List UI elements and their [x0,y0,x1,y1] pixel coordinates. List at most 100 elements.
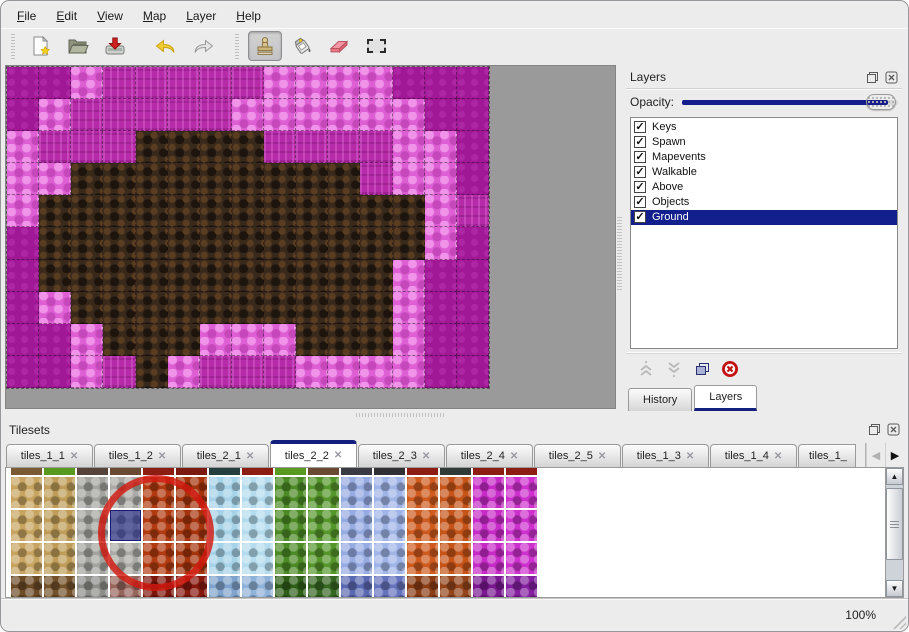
opacity-slider[interactable] [682,93,898,110]
tab-close-icon[interactable]: ✕ [157,450,167,462]
map-tile[interactable] [456,67,489,100]
map-tile[interactable] [392,323,425,356]
tileset-tile[interactable] [176,510,207,541]
layer-row-above[interactable]: ✓ Above [631,180,897,195]
map-tile[interactable] [296,195,329,228]
map-tile[interactable] [231,259,265,292]
tileset-tile[interactable] [407,510,438,541]
map-tile[interactable] [71,355,104,388]
tileset-tile[interactable] [506,576,537,597]
map-tile[interactable] [231,323,265,356]
map-tile[interactable] [167,323,200,356]
tileset-tile[interactable] [110,576,141,597]
map-tile[interactable] [167,355,200,388]
vertical-splitter[interactable] [616,65,624,411]
tileset-tile[interactable] [242,510,273,541]
map-tile[interactable] [7,291,40,324]
tileset-tile[interactable] [308,510,339,541]
tab-scroll-left-button[interactable]: ◀ [866,443,885,467]
map-tile[interactable] [71,227,104,260]
tileset-tile[interactable] [308,543,339,574]
move-layer-up-button[interactable] [632,356,660,382]
tileset-tile[interactable] [242,543,273,574]
tileset-tile[interactable] [275,468,306,475]
layer-visibility-checkbox[interactable]: ✓ [634,195,646,209]
tileset-tile[interactable] [176,543,207,574]
tileset-tile[interactable] [143,576,174,597]
map-tile[interactable] [392,291,425,324]
tileset-tile[interactable] [143,510,174,541]
map-tile-grid[interactable] [6,66,490,389]
layer-row-ground[interactable]: ✓ Ground [631,209,897,225]
map-tile[interactable] [103,355,136,388]
map-tile[interactable] [264,163,297,196]
map-tile[interactable] [135,131,168,164]
map-tile[interactable] [264,323,297,356]
map-tile[interactable] [71,163,104,196]
tileset-tile[interactable] [374,543,405,574]
tileset-tile[interactable] [44,468,75,475]
map-tile[interactable] [167,291,200,324]
map-tile[interactable] [392,227,425,260]
layer-visibility-checkbox[interactable]: ✓ [634,135,646,149]
tileset-tile[interactable] [407,468,438,475]
map-tile[interactable] [360,227,393,260]
map-tile[interactable] [392,99,425,132]
map-tile[interactable] [456,227,489,260]
map-tile[interactable] [424,227,457,260]
horizontal-splitter[interactable] [1,411,908,419]
toolbar-drag-handle[interactable] [235,33,241,59]
open-file-button[interactable] [61,31,95,61]
tileset-tile[interactable] [506,468,537,475]
tileset-tile[interactable] [506,510,537,541]
tab-close-icon[interactable]: ✕ [421,450,431,462]
map-tile[interactable] [424,131,457,164]
map-tile[interactable] [199,227,232,260]
tileset-tab-tiles_1_3[interactable]: tiles_1_3 ✕ [622,444,709,467]
map-tile[interactable] [392,131,425,164]
map-tile[interactable] [103,227,136,260]
tileset-tile[interactable] [440,543,471,574]
close-panel-button[interactable] [884,71,898,84]
map-tile[interactable] [39,163,72,196]
map-tile[interactable] [392,195,425,228]
map-tile[interactable] [456,99,489,132]
map-tile[interactable] [328,99,361,132]
menu-item-layer[interactable]: Layer [186,8,217,23]
map-tile[interactable] [231,99,265,132]
map-tile[interactable] [167,131,200,164]
map-tile[interactable] [360,67,393,100]
map-tile[interactable] [7,195,40,228]
map-tile[interactable] [392,355,425,388]
tileset-tile[interactable] [44,543,75,574]
tileset-tile[interactable] [44,477,75,508]
map-tile[interactable] [296,163,329,196]
tab-close-icon[interactable]: ✕ [69,450,79,462]
tileset-tile[interactable] [110,477,141,508]
map-tile[interactable] [456,291,489,324]
map-tile[interactable] [39,67,72,100]
map-tile[interactable] [296,227,329,260]
tileset-tile[interactable] [44,510,75,541]
tileset-tile[interactable] [341,576,372,597]
tileset-tile[interactable] [440,576,471,597]
tileset-tile[interactable] [440,477,471,508]
map-tile[interactable] [135,163,168,196]
map-tile[interactable] [103,323,136,356]
layer-row-mapevents[interactable]: ✓ Mapevents [631,150,897,165]
map-tile[interactable] [231,355,265,388]
map-tile[interactable] [7,99,40,132]
tileset-tile[interactable] [275,510,306,541]
scroll-up-button[interactable]: ▲ [886,468,903,485]
tileset-tile[interactable] [374,576,405,597]
tileset-tile[interactable] [176,468,207,475]
map-tile[interactable] [7,227,40,260]
map-tile[interactable] [71,99,104,132]
scrollbar-thumb[interactable] [886,488,903,560]
tab-close-icon[interactable]: ✕ [685,450,695,462]
tileset-tile[interactable] [11,576,42,597]
layer-visibility-checkbox[interactable]: ✓ [634,180,646,194]
tileset-tile[interactable] [473,477,504,508]
map-tile[interactable] [135,355,168,388]
map-tile[interactable] [71,323,104,356]
